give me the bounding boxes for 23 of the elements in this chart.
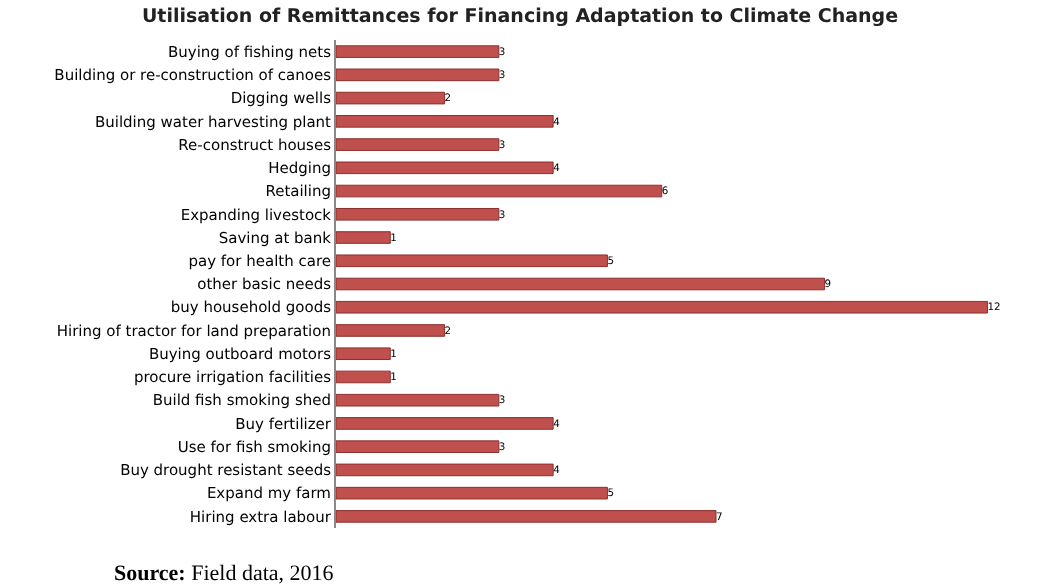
bar [336,324,446,337]
bar [336,370,391,384]
bar [336,277,826,291]
source-note: Source: Field data, 2016 [114,562,335,586]
bar [336,184,663,198]
bar [336,440,500,453]
bar [336,91,446,105]
chart-title: Utilisation of Remittances for Financing Adaptation to Climate Change [141,6,899,29]
bar [336,393,500,407]
bar [336,115,554,128]
bar [336,207,500,221]
bar [336,486,608,500]
bar [336,347,391,361]
bar [336,161,554,175]
bar [336,417,554,430]
bar [336,138,500,151]
bar [336,45,500,58]
bar [336,68,500,82]
bar [336,300,988,314]
bar [336,231,391,244]
bar [336,510,717,523]
bar [336,254,608,268]
bar [336,463,554,477]
